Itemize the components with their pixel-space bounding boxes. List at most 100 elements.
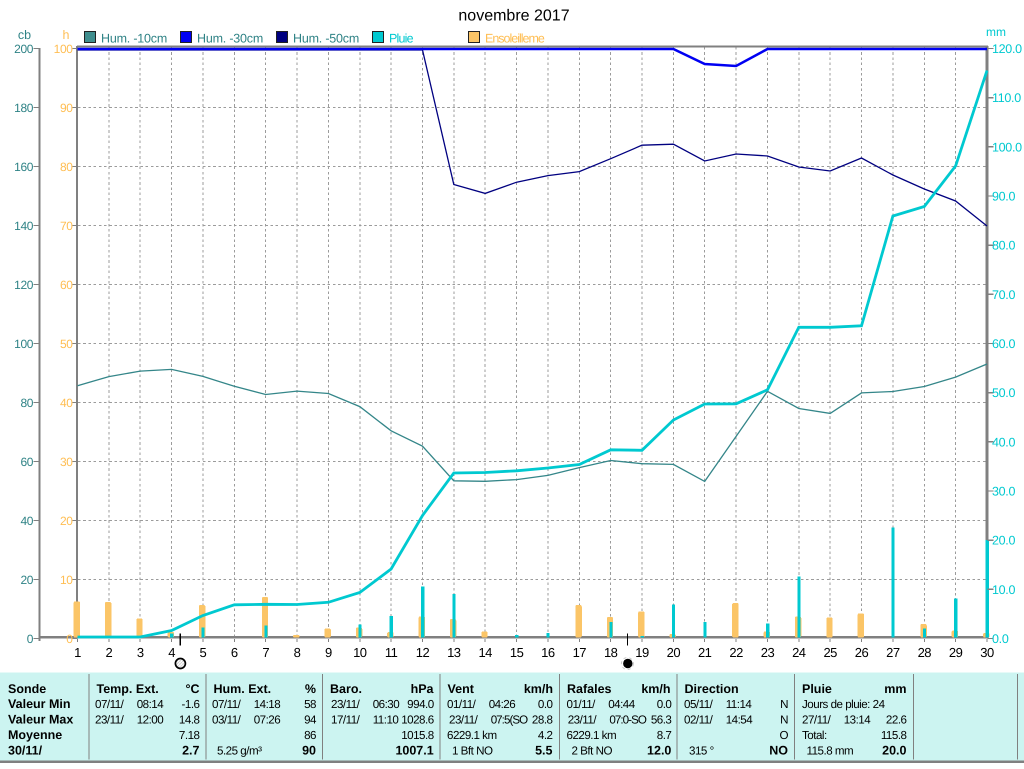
svg-text:23/11/: 23/11/	[449, 714, 479, 727]
svg-text:6: 6	[231, 645, 238, 660]
svg-text:2.7: 2.7	[182, 744, 199, 758]
svg-text:17: 17	[573, 645, 587, 660]
svg-text:115.8: 115.8	[881, 729, 907, 742]
svg-text:20: 20	[60, 514, 73, 528]
svg-text:12.0: 12.0	[647, 744, 671, 758]
svg-text:14.8: 14.8	[179, 714, 200, 727]
svg-text:14:18: 14:18	[254, 698, 281, 711]
svg-text:94: 94	[304, 714, 317, 727]
svg-text:29: 29	[949, 645, 963, 660]
svg-text:1007.1: 1007.1	[395, 744, 433, 758]
svg-text:23/11/: 23/11/	[331, 698, 361, 711]
svg-text:100: 100	[14, 337, 34, 351]
svg-text:11:14: 11:14	[726, 698, 753, 711]
svg-text:40.0: 40.0	[992, 435, 1015, 449]
svg-text:21: 21	[698, 645, 712, 660]
svg-text:Baro.: Baro.	[330, 682, 362, 696]
svg-text:24: 24	[792, 645, 806, 660]
svg-text:04:26: 04:26	[489, 698, 516, 711]
svg-text:27/11/: 27/11/	[802, 714, 832, 727]
svg-text:0.0: 0.0	[992, 632, 1009, 646]
svg-text:2: 2	[106, 645, 113, 660]
svg-text:7: 7	[262, 645, 269, 660]
svg-text:1028.6: 1028.6	[401, 714, 434, 727]
svg-text:Pluie: Pluie	[802, 682, 832, 696]
svg-text:27: 27	[886, 645, 900, 660]
svg-text:20: 20	[20, 573, 33, 587]
svg-text:Hum. Ext.: Hum. Ext.	[214, 682, 272, 696]
svg-text:20: 20	[667, 645, 681, 660]
svg-text:25: 25	[823, 645, 837, 660]
svg-text:315 °: 315 °	[689, 745, 714, 758]
svg-text:N: N	[780, 714, 788, 727]
svg-text:Hum. -30cm: Hum. -30cm	[197, 32, 263, 46]
svg-text:30.0: 30.0	[992, 485, 1015, 499]
svg-text:56.3: 56.3	[651, 714, 672, 727]
svg-text:12: 12	[416, 645, 430, 660]
svg-text:04:44: 04:44	[608, 698, 636, 711]
svg-text:11: 11	[385, 645, 398, 660]
svg-text:23: 23	[761, 645, 775, 660]
svg-text:%: %	[305, 682, 316, 696]
svg-text:novembre 2017: novembre 2017	[458, 8, 569, 25]
svg-text:02/11/: 02/11/	[684, 714, 714, 727]
svg-text:40: 40	[20, 514, 33, 528]
svg-text:7.18: 7.18	[179, 729, 200, 742]
svg-text:60: 60	[20, 455, 33, 469]
svg-text:115.8 mm: 115.8 mm	[807, 745, 854, 758]
svg-text:01/11/: 01/11/	[447, 698, 477, 711]
svg-text:110.0: 110.0	[992, 91, 1021, 105]
svg-text:22: 22	[729, 645, 743, 660]
svg-text:50: 50	[60, 337, 73, 351]
svg-text:60: 60	[60, 278, 73, 292]
svg-text:Hum. -10cm: Hum. -10cm	[101, 32, 167, 46]
svg-text:100.0: 100.0	[992, 140, 1022, 154]
svg-text:70.0: 70.0	[992, 288, 1015, 302]
svg-text:100: 100	[54, 42, 74, 56]
svg-text:Pluie: Pluie	[389, 32, 414, 46]
svg-text:70: 70	[60, 219, 73, 233]
svg-text:5.5: 5.5	[535, 744, 552, 758]
svg-text:6229.1 km: 6229.1 km	[567, 729, 617, 742]
svg-text:0: 0	[66, 632, 73, 646]
svg-text:NO: NO	[769, 744, 788, 758]
svg-text:2 Bft NO: 2 Bft NO	[572, 745, 613, 758]
svg-text:20.0: 20.0	[992, 534, 1015, 548]
svg-text:180: 180	[14, 101, 34, 115]
svg-text:06:30: 06:30	[373, 698, 400, 711]
svg-text:1 Bft NO: 1 Bft NO	[452, 745, 493, 758]
svg-text:Direction: Direction	[685, 682, 739, 696]
svg-text:°C: °C	[185, 682, 199, 696]
svg-text:Jours de pluie: 24: Jours de pluie: 24	[802, 698, 886, 711]
svg-text:13: 13	[447, 645, 461, 660]
svg-text:30: 30	[60, 455, 73, 469]
svg-text:Hum. -50cm: Hum. -50cm	[293, 32, 359, 46]
svg-text:22.6: 22.6	[886, 714, 907, 727]
svg-text:07:26: 07:26	[254, 714, 281, 727]
svg-text:07:5(SO: 07:5(SO	[491, 714, 528, 727]
svg-text:hPa: hPa	[411, 682, 435, 696]
svg-text:10: 10	[353, 645, 367, 660]
svg-text:Moyenne: Moyenne	[8, 728, 62, 742]
svg-text:1015.8: 1015.8	[401, 729, 434, 742]
svg-text:120: 120	[14, 278, 34, 292]
svg-text:140: 140	[14, 219, 34, 233]
svg-text:994.0: 994.0	[407, 698, 434, 711]
svg-text:4.2: 4.2	[538, 729, 553, 742]
svg-text:28: 28	[918, 645, 932, 660]
svg-text:h: h	[63, 28, 70, 42]
svg-text:90: 90	[302, 744, 316, 758]
svg-text:90.0: 90.0	[992, 190, 1015, 204]
svg-text:80: 80	[60, 160, 73, 174]
svg-text:3: 3	[137, 645, 144, 660]
svg-text:26: 26	[855, 645, 869, 660]
svg-text:07/11/: 07/11/	[212, 698, 242, 711]
svg-text:10.0: 10.0	[992, 583, 1015, 597]
svg-text:0.0: 0.0	[538, 698, 553, 711]
svg-text:01/11/: 01/11/	[567, 698, 597, 711]
svg-text:120.0: 120.0	[992, 42, 1022, 56]
svg-text:60.0: 60.0	[992, 337, 1015, 351]
svg-text:28.8: 28.8	[532, 714, 553, 727]
svg-text:9: 9	[325, 645, 332, 660]
svg-text:23/11/: 23/11/	[568, 714, 598, 727]
